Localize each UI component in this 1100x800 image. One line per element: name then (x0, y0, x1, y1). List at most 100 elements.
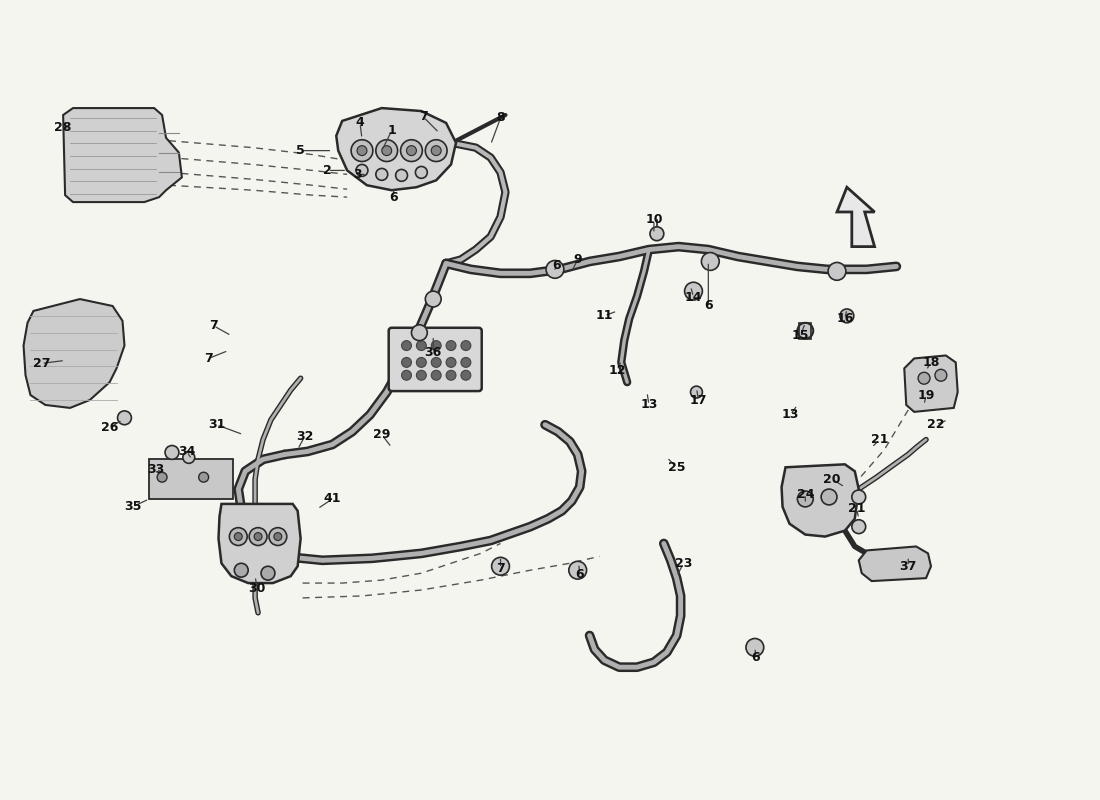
Circle shape (274, 533, 282, 541)
Text: 22: 22 (927, 418, 945, 431)
Polygon shape (337, 108, 456, 190)
Circle shape (851, 490, 866, 504)
Circle shape (165, 446, 179, 459)
Bar (150, 459, 233, 499)
Circle shape (702, 253, 719, 270)
Circle shape (426, 291, 441, 307)
Text: 15: 15 (792, 329, 810, 342)
Circle shape (546, 261, 564, 278)
Circle shape (250, 528, 267, 546)
Circle shape (461, 341, 471, 350)
Circle shape (492, 558, 509, 575)
Circle shape (691, 386, 703, 398)
Polygon shape (23, 299, 124, 408)
Text: 14: 14 (684, 290, 702, 303)
Text: 32: 32 (296, 430, 314, 443)
Circle shape (821, 489, 837, 505)
Circle shape (569, 562, 586, 579)
Circle shape (461, 358, 471, 367)
Text: 7: 7 (209, 319, 218, 332)
Circle shape (396, 170, 407, 182)
Circle shape (183, 451, 195, 463)
Text: 25: 25 (668, 461, 685, 474)
Text: 33: 33 (147, 462, 165, 476)
Text: 1: 1 (387, 124, 396, 138)
Circle shape (199, 472, 209, 482)
Text: 27: 27 (33, 357, 51, 370)
Text: 26: 26 (101, 422, 119, 434)
Text: 21: 21 (871, 433, 889, 446)
Circle shape (650, 227, 663, 241)
Text: 6: 6 (552, 259, 561, 272)
Circle shape (828, 262, 846, 280)
Circle shape (402, 341, 411, 350)
Text: 13: 13 (640, 398, 658, 411)
Polygon shape (837, 187, 874, 246)
Circle shape (431, 341, 441, 350)
Circle shape (851, 520, 866, 534)
Text: 17: 17 (690, 394, 707, 406)
Circle shape (935, 370, 947, 381)
Circle shape (261, 566, 275, 580)
Bar (800, 323, 811, 338)
Circle shape (411, 325, 427, 341)
Text: 5: 5 (296, 144, 305, 157)
Circle shape (840, 309, 854, 323)
Text: 6: 6 (389, 190, 398, 204)
Text: 30: 30 (249, 582, 266, 594)
Text: 36: 36 (425, 346, 442, 359)
Text: 12: 12 (608, 364, 626, 377)
Polygon shape (782, 464, 859, 537)
Text: 7: 7 (419, 110, 428, 123)
Text: 19: 19 (917, 389, 935, 402)
Circle shape (270, 528, 287, 546)
Circle shape (234, 563, 249, 577)
Text: 4: 4 (355, 117, 364, 130)
Circle shape (417, 358, 427, 367)
Circle shape (157, 472, 167, 482)
Text: 6: 6 (704, 299, 713, 313)
Circle shape (461, 370, 471, 380)
Text: 34: 34 (178, 445, 196, 458)
Circle shape (402, 370, 411, 380)
Polygon shape (859, 546, 931, 581)
Circle shape (417, 341, 427, 350)
Circle shape (376, 169, 387, 180)
Circle shape (447, 341, 456, 350)
Circle shape (376, 140, 397, 162)
FancyBboxPatch shape (388, 328, 482, 391)
Circle shape (431, 146, 441, 155)
Circle shape (356, 165, 367, 176)
Circle shape (254, 533, 262, 541)
Circle shape (382, 146, 392, 155)
Circle shape (400, 140, 422, 162)
Polygon shape (219, 504, 300, 583)
Text: 23: 23 (675, 557, 692, 570)
Circle shape (426, 140, 447, 162)
Circle shape (684, 282, 703, 300)
Polygon shape (63, 108, 182, 202)
Circle shape (447, 370, 456, 380)
Circle shape (402, 358, 411, 367)
Text: 16: 16 (836, 312, 854, 326)
Circle shape (417, 370, 427, 380)
Circle shape (918, 372, 930, 384)
Text: 41: 41 (323, 493, 341, 506)
Text: 9: 9 (573, 253, 582, 266)
Text: 3: 3 (353, 168, 361, 181)
Circle shape (407, 146, 417, 155)
Circle shape (234, 533, 242, 541)
Circle shape (746, 638, 763, 656)
Circle shape (351, 140, 373, 162)
Circle shape (118, 411, 131, 425)
Text: 6: 6 (751, 650, 760, 664)
Text: 31: 31 (208, 418, 226, 431)
Text: 35: 35 (123, 500, 141, 514)
Text: 20: 20 (823, 473, 840, 486)
Circle shape (358, 146, 367, 155)
Circle shape (431, 358, 441, 367)
Text: 18: 18 (922, 356, 939, 369)
Circle shape (431, 370, 441, 380)
Text: 10: 10 (646, 214, 662, 226)
Text: 21: 21 (848, 502, 866, 515)
